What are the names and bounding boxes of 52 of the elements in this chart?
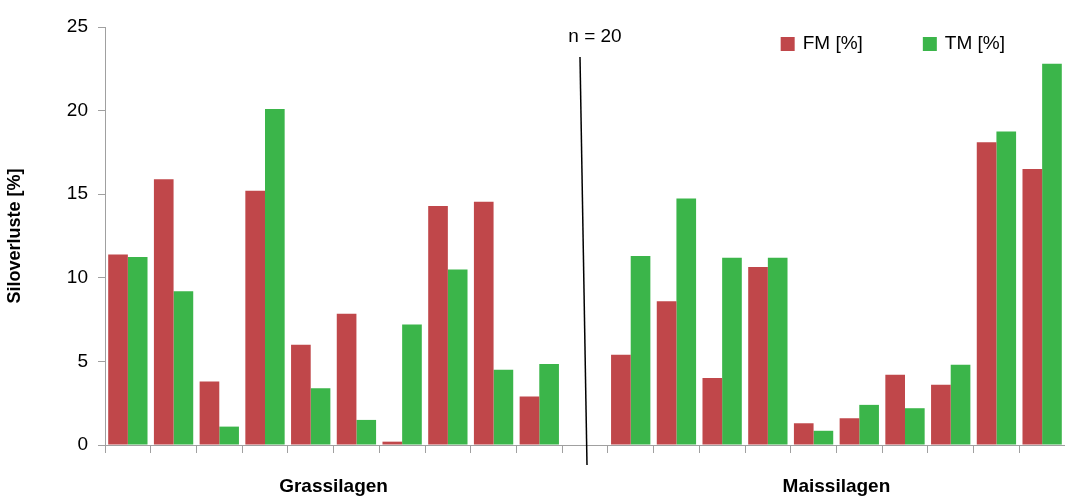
bar <box>382 441 403 445</box>
bar <box>265 108 285 445</box>
bar <box>931 384 951 445</box>
bar <box>950 364 971 445</box>
bar <box>493 369 514 445</box>
bar <box>748 266 768 445</box>
bar <box>402 324 422 445</box>
bar <box>336 313 357 445</box>
bar <box>793 423 814 445</box>
legend-label: FM [%] <box>802 32 863 54</box>
bar <box>291 344 311 445</box>
bar <box>996 131 1017 445</box>
y-tick-label: 25 <box>66 15 88 37</box>
bar <box>127 256 148 445</box>
bar <box>153 179 174 445</box>
y-tick-label: 15 <box>66 182 88 204</box>
bar <box>310 388 331 445</box>
bar <box>173 291 194 445</box>
bar <box>976 142 997 445</box>
bar <box>428 205 448 445</box>
y-tick-label: 10 <box>66 266 88 288</box>
y-tick-label: 0 <box>77 433 88 455</box>
bar <box>108 254 128 445</box>
bar <box>813 430 834 445</box>
bar <box>219 426 239 445</box>
bar <box>199 381 220 445</box>
bar <box>519 396 540 445</box>
text: Maissilagen <box>782 475 891 497</box>
annotation: n = 20 <box>568 25 622 47</box>
bar <box>611 354 631 445</box>
bar <box>885 374 905 445</box>
bar <box>702 378 723 445</box>
text: Grassilagen <box>279 475 388 497</box>
bar <box>473 201 494 445</box>
bar <box>676 198 697 445</box>
bar <box>245 190 265 445</box>
y-tick-label: 20 <box>66 98 88 120</box>
bar <box>656 301 677 445</box>
bar <box>839 418 860 445</box>
bar <box>859 404 879 445</box>
y-axis-title: Siloverluste [%] <box>3 168 24 304</box>
bar <box>905 408 925 445</box>
bar <box>447 269 468 445</box>
bar <box>1022 169 1043 445</box>
bar <box>630 256 651 445</box>
bar <box>722 257 742 445</box>
bar <box>539 363 559 445</box>
legend-label: TM [%] <box>944 32 1006 54</box>
bar <box>767 257 788 445</box>
bar <box>1042 63 1062 445</box>
bar <box>356 419 377 445</box>
y-tick-label: 5 <box>77 349 88 371</box>
